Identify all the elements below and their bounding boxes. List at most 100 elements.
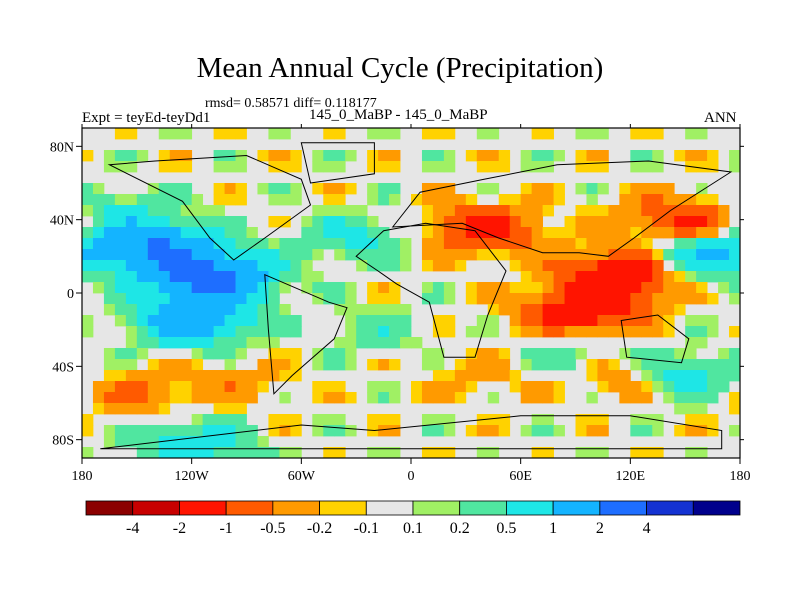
field-cell — [103, 161, 116, 173]
field-cell — [421, 381, 434, 393]
field-cell — [136, 337, 149, 349]
field-cell — [180, 359, 193, 371]
field-cell — [652, 348, 664, 360]
field-cell — [378, 392, 390, 404]
field-cell — [345, 282, 357, 294]
field-cell — [630, 326, 642, 338]
field-cell — [432, 414, 445, 426]
field-cell — [268, 315, 280, 327]
field-cell — [520, 326, 533, 338]
field-cell — [191, 271, 204, 283]
field-cell — [586, 447, 598, 458]
field-cell — [729, 227, 740, 239]
field-cell — [696, 216, 708, 228]
field-cell — [597, 249, 609, 261]
field-cell — [125, 128, 138, 140]
field-cell — [312, 183, 324, 195]
field-cell — [542, 304, 554, 316]
field-cell — [389, 425, 401, 437]
field-cell — [323, 183, 335, 195]
field-cell — [345, 392, 357, 404]
field-cell — [509, 194, 522, 206]
field-cell — [224, 337, 236, 349]
field-cell — [290, 194, 302, 206]
field-cell — [169, 227, 182, 239]
field-cell — [443, 293, 456, 305]
field-cell — [531, 260, 543, 272]
field-cell — [641, 348, 653, 360]
field-cell — [575, 447, 587, 458]
field-cell — [367, 150, 379, 162]
colorbar-label: 0.5 — [496, 520, 516, 537]
field-cell — [158, 337, 171, 349]
colorbar-label: 1 — [549, 520, 557, 537]
field-cell — [103, 359, 116, 371]
field-cell — [158, 128, 171, 140]
field-cell — [389, 304, 401, 316]
field-cell — [213, 260, 225, 272]
field-cell — [674, 304, 686, 316]
field-cell — [103, 381, 116, 393]
field-cell — [432, 425, 445, 437]
coastline — [264, 273, 348, 395]
field-cell — [367, 359, 379, 371]
field-cell — [641, 381, 653, 393]
colorbar-box — [646, 500, 694, 516]
field-cell — [103, 150, 116, 162]
field-cell — [520, 359, 533, 371]
field-cell — [191, 337, 204, 349]
field-cell — [323, 447, 335, 458]
field-cell — [432, 370, 445, 382]
field-cell — [630, 425, 642, 437]
field-cell — [82, 227, 94, 239]
field-cell — [652, 205, 664, 217]
field-cell — [147, 403, 160, 415]
field-cell — [257, 304, 269, 316]
field-cell — [498, 304, 511, 316]
field-cell — [564, 282, 576, 294]
field-cell — [630, 150, 642, 162]
field-cell — [498, 227, 511, 239]
field-cell — [652, 216, 664, 228]
field-cell — [389, 392, 401, 404]
field-cell — [147, 447, 160, 458]
field-cell — [235, 128, 247, 140]
field-cell — [378, 337, 390, 349]
field-cell — [663, 348, 675, 360]
field-cell — [92, 271, 105, 283]
field-cell — [663, 359, 675, 371]
field-cell — [531, 227, 543, 239]
field-cell — [421, 425, 434, 437]
field-cell — [268, 216, 280, 228]
field-cell — [718, 381, 730, 393]
field-cell — [180, 381, 193, 393]
field-cell — [575, 183, 587, 195]
field-cell — [125, 161, 138, 173]
field-cell — [224, 150, 236, 162]
colorbar-box — [552, 500, 601, 516]
field-cell — [586, 425, 598, 437]
field-cell — [125, 150, 138, 162]
field-cell — [136, 304, 149, 316]
field-cell — [323, 392, 335, 404]
field-cell — [652, 128, 664, 140]
field-cell — [575, 238, 587, 250]
field-cell — [454, 194, 467, 206]
field-cell — [301, 249, 313, 261]
field-cell — [707, 425, 719, 437]
field-cell — [367, 293, 379, 305]
field-cell — [279, 359, 291, 371]
field-cell — [235, 337, 247, 349]
field-cell — [400, 238, 412, 250]
field-cell — [641, 238, 653, 250]
field-cell — [509, 293, 522, 305]
field-cell — [663, 326, 675, 338]
field-cell — [454, 238, 467, 250]
field-cell — [125, 282, 138, 294]
field-cell — [729, 271, 740, 283]
field-cell — [290, 447, 302, 458]
field-cell — [443, 227, 456, 239]
field-cell — [586, 414, 598, 426]
field-cell — [279, 315, 291, 327]
field-cell — [641, 216, 653, 228]
